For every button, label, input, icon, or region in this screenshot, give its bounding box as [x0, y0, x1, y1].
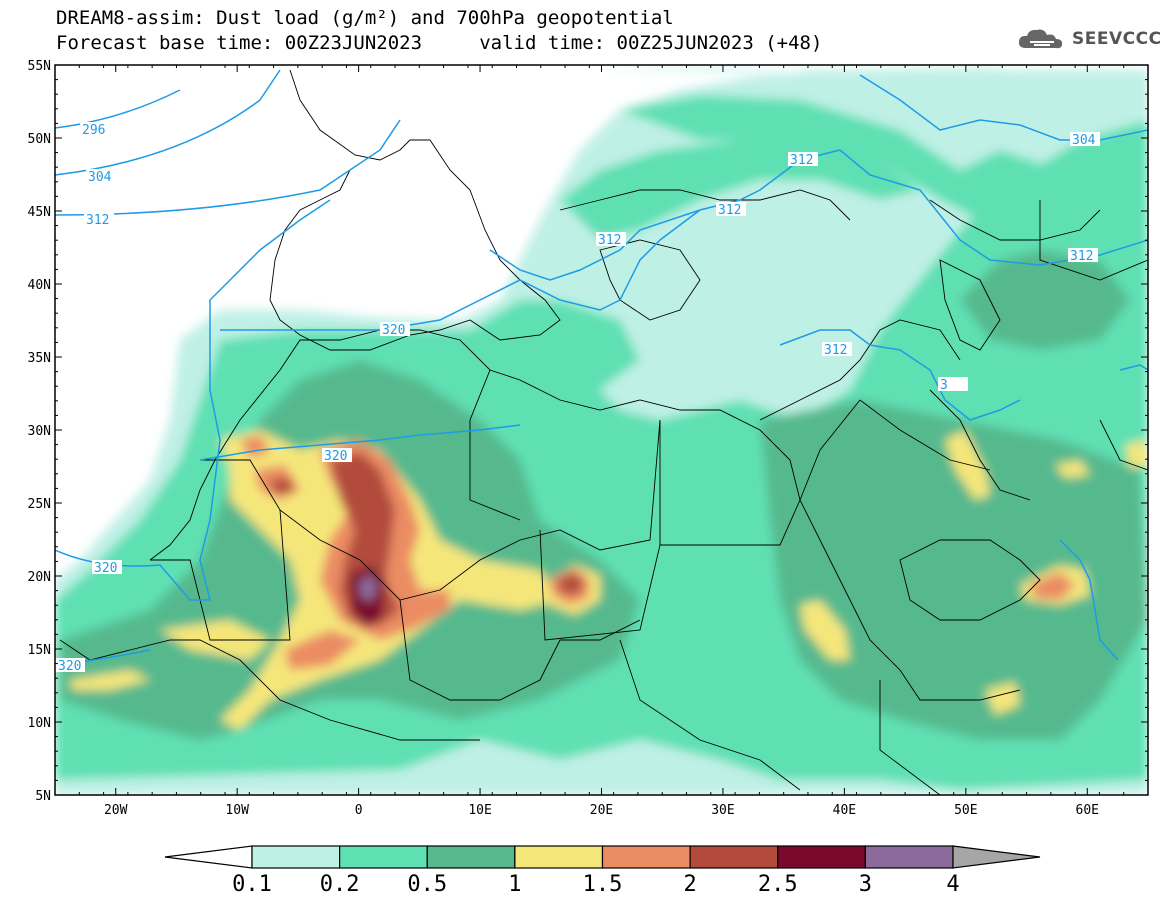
colorbar-label: 2 [684, 872, 697, 897]
colorbar-swatch [601, 845, 691, 869]
contour-label: 304 [1072, 133, 1096, 148]
colorbar-label: 4 [946, 872, 959, 897]
contour-label: 312 [790, 153, 813, 168]
contour-label: 312 [598, 233, 621, 248]
colorbar-swatch [339, 845, 428, 869]
contour-label-group: 296 304 312 320 320 320 320 312 312 312 … [58, 123, 1096, 674]
coastlines [59, 69, 1148, 795]
colorbar-high-arrow [952, 845, 1041, 869]
contour-label: 304 [88, 170, 112, 185]
lon-tick-label: 60E [1076, 803, 1099, 818]
contour-label: 312 [718, 203, 741, 218]
cloud-logo-icon [1018, 29, 1063, 49]
lat-tick-label: 55N [28, 59, 51, 74]
lon-tick-label: 20E [590, 803, 613, 818]
colorbar-swatch [864, 845, 954, 869]
colorbar-label: 3 [859, 872, 872, 897]
lon-tick-label: 20W [104, 803, 128, 818]
colorbar: 0.1 0.2 0.5 1 1.5 2 2.5 3 4 [164, 845, 1041, 897]
colorbar-swatch [689, 845, 779, 869]
colorbar-label: 1 [508, 872, 521, 897]
colorbar-label: 0.5 [407, 872, 447, 897]
contour-label: 320 [324, 449, 347, 464]
map-title: DREAM8-assim: Dust load (g/m²) and 700hP… [56, 7, 674, 29]
lat-tick-label: 5N [35, 789, 51, 804]
dust-load-field [55, 65, 1148, 795]
colorbar-label: 0.2 [320, 872, 360, 897]
lon-tick-label: 10E [468, 803, 491, 818]
lat-tick-label: 30N [28, 424, 51, 439]
colorbar-swatch [426, 845, 516, 869]
latitude-axis: 55N 50N 45N 40N 35N 30N 25N 20N 15N 10N 5N [28, 59, 1148, 804]
colorbar-swatch [514, 845, 604, 869]
seevccc-logo: SEEVCCC [1016, 26, 1162, 52]
contour-label: 320 [382, 323, 405, 338]
colorbar-swatch [777, 845, 866, 869]
longitude-axis: 20W 10W 0 10E 20E 30E 40E 50E 60E [54, 65, 1149, 818]
lat-tick-label: 20N [28, 570, 51, 585]
colorbar-label: 0.1 [232, 872, 272, 897]
contour-label: 320 [58, 659, 81, 674]
logo-text: SEEVCCC [1072, 29, 1162, 49]
lat-tick-label: 50N [28, 132, 51, 147]
lon-tick-label: 30E [711, 803, 734, 818]
colorbar-label: 2.5 [758, 872, 798, 897]
contour-label: 312 [1070, 249, 1093, 264]
forecast-time-line: Forecast base time: 00Z23JUN2023 valid t… [56, 32, 823, 54]
lat-tick-label: 10N [28, 716, 51, 731]
lon-tick-label: 40E [833, 803, 856, 818]
contour-label: 296 [82, 123, 105, 138]
lat-tick-label: 40N [28, 278, 51, 293]
lat-tick-label: 45N [28, 205, 51, 220]
lon-tick-label: 50E [954, 803, 977, 818]
colorbar-low-arrow [164, 845, 253, 869]
contour-label: 312 [86, 213, 109, 228]
contour-label: 3 [940, 378, 948, 393]
colorbar-label: 1.5 [583, 872, 623, 897]
lon-tick-label: 0 [355, 803, 363, 818]
contour-label: 312 [824, 343, 847, 358]
lat-tick-label: 35N [28, 351, 51, 366]
contour-label: 320 [94, 561, 117, 576]
lat-tick-label: 25N [28, 497, 51, 512]
lat-tick-label: 15N [28, 643, 51, 658]
lon-tick-label: 10W [225, 803, 249, 818]
colorbar-swatch [251, 845, 341, 869]
